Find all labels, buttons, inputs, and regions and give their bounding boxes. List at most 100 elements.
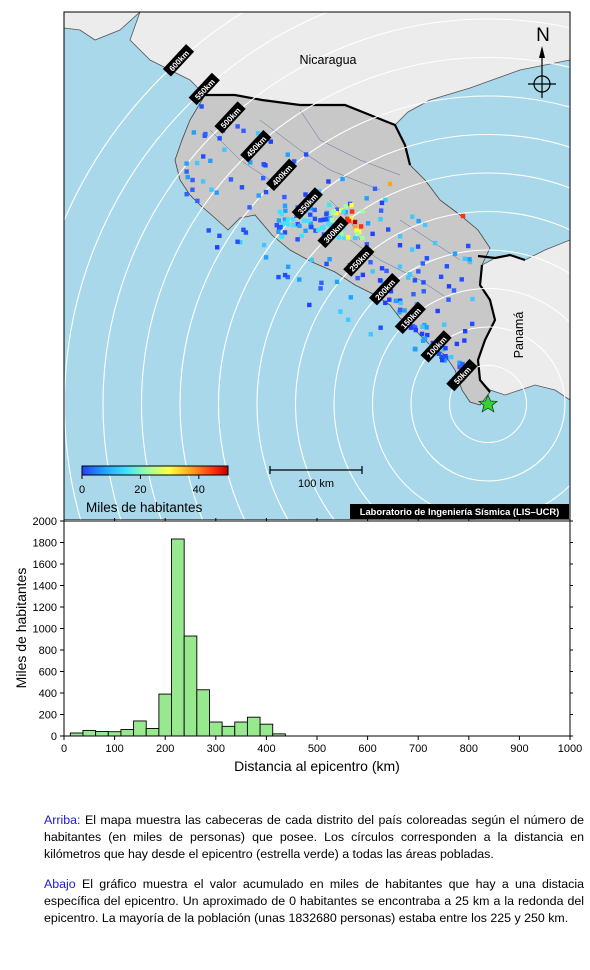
district-point [306, 218, 311, 223]
district-point [261, 162, 266, 167]
district-point [439, 357, 445, 363]
district-point [388, 289, 394, 294]
district-point [330, 210, 336, 215]
district-point [260, 175, 266, 181]
district-point [370, 269, 375, 274]
distance-ring [256, 172, 570, 520]
district-point [354, 228, 359, 233]
panama-label: Panamá [512, 312, 526, 359]
x-axis-label: Distancia al epicentro (km) [234, 758, 400, 774]
district-point [278, 224, 283, 230]
district-point [406, 275, 411, 280]
district-point [411, 292, 416, 297]
district-point [280, 222, 285, 227]
district-point [348, 295, 354, 300]
map-panel: 50km 100km 150km 200km 250km 300km 350km 400km 4… [63, 11, 571, 521]
district-point [329, 217, 335, 222]
district-point [410, 214, 415, 219]
district-point [243, 230, 249, 235]
district-point [385, 227, 391, 232]
district-point [184, 169, 189, 174]
captions: Arriba: El mapa muestra las cabeceras de… [44, 812, 584, 940]
scale-label: 100 km [298, 478, 334, 490]
distance-ring [295, 211, 570, 520]
district-point [203, 131, 208, 137]
histogram-bar [209, 721, 223, 737]
district-point [420, 324, 425, 329]
x-tick-label: 300 [207, 743, 225, 755]
caption-bottom-text: El gráfico muestra el valor acumulado en… [44, 877, 584, 925]
district-point [191, 130, 197, 135]
district-point [462, 338, 467, 343]
district-point [324, 217, 330, 222]
colorbar: 0 20 40 Miles de habitantes [79, 465, 229, 515]
district-point [285, 217, 291, 222]
district-point [261, 242, 267, 248]
district-point [358, 224, 364, 229]
distance-ring [179, 95, 570, 520]
district-point [285, 274, 290, 280]
x-tick-label: 900 [510, 743, 528, 755]
district-point [353, 225, 358, 230]
district-point [452, 251, 458, 256]
x-tick-label: 800 [460, 743, 478, 755]
histogram-bar [183, 635, 198, 737]
district-point [415, 244, 421, 249]
district-point [343, 204, 348, 209]
district-point [421, 280, 426, 285]
colorbar-tick: 40 [193, 484, 205, 496]
district-point [312, 216, 318, 222]
district-point [297, 223, 302, 229]
y-tick-label: 2000 [33, 516, 57, 528]
district-point [449, 354, 454, 360]
caption-top-label: Arriba: [44, 813, 81, 827]
histogram-bar [107, 731, 122, 737]
district-point [360, 235, 365, 241]
district-point [291, 159, 297, 164]
district-point [282, 272, 288, 278]
district-point [378, 217, 383, 222]
y-tick-label: 1400 [33, 581, 57, 593]
district-point [397, 243, 403, 248]
district-point [326, 221, 331, 227]
district-point [424, 325, 429, 330]
district-point [352, 219, 358, 225]
district-point [383, 197, 388, 203]
histogram-bar [259, 723, 274, 737]
district-point [185, 174, 190, 180]
district-point [378, 325, 383, 330]
district-point [377, 278, 383, 283]
district-point [470, 296, 475, 302]
district-point [307, 302, 312, 308]
district-point [276, 218, 282, 223]
district-point [295, 237, 300, 242]
x-tick-label: 400 [257, 743, 275, 755]
district-point [195, 198, 200, 204]
caption-bottom-label: Abajo [44, 877, 76, 891]
district-point [313, 228, 318, 233]
district-point [285, 152, 290, 157]
district-point [276, 229, 281, 234]
distance-ring [410, 326, 566, 482]
histogram-bar [95, 731, 109, 737]
district-point [239, 185, 245, 190]
district-point [277, 209, 282, 214]
district-point [446, 297, 451, 302]
district-point [297, 277, 302, 282]
district-point [308, 206, 314, 211]
distance-ring [448, 364, 528, 444]
district-point [194, 160, 200, 166]
credit-box [350, 504, 569, 519]
district-point [184, 161, 189, 166]
district-point [397, 298, 403, 303]
district-point [443, 353, 448, 359]
district-point [285, 222, 291, 227]
district-point [364, 242, 370, 247]
district-point [282, 203, 288, 208]
district-point [208, 158, 213, 164]
district-point [303, 152, 309, 157]
epicenter-star-icon [477, 393, 499, 413]
histogram-bar [196, 689, 210, 737]
district-point [315, 227, 321, 233]
caption-top-text: El mapa muestra las cabeceras de cada di… [44, 813, 584, 861]
